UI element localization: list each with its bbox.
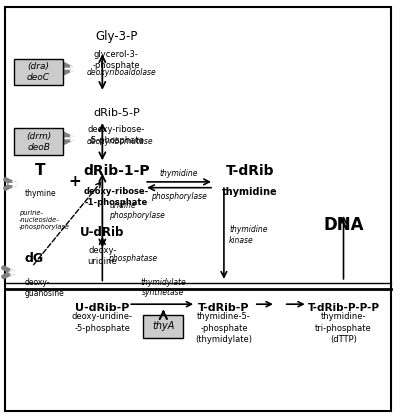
Text: T-dRib: T-dRib — [226, 164, 274, 178]
Text: T-dRib-P: T-dRib-P — [198, 303, 250, 313]
Text: purine-
-nucleoside-
-phosphorylase: purine- -nucleoside- -phosphorylase — [19, 210, 70, 230]
Text: deoxy-ribose-
-5-phosphate: deoxy-ribose- -5-phosphate — [88, 125, 145, 145]
Text: uridine
phosphorylase: uridine phosphorylase — [109, 201, 165, 220]
Text: T: T — [35, 163, 46, 178]
Text: deoxy-ribose-
-1-phosphate: deoxy-ribose- -1-phosphate — [84, 187, 149, 207]
Text: Gly-3-P: Gly-3-P — [95, 30, 138, 43]
Text: thymidine-
tri-phosphate
(dTTP): thymidine- tri-phosphate (dTTP) — [315, 312, 372, 344]
Text: DNA: DNA — [323, 215, 364, 234]
Text: U-dRib-P: U-dRib-P — [75, 303, 130, 313]
Text: dRib-5-P: dRib-5-P — [93, 108, 140, 118]
Text: thymidylate
synthetase: thymidylate synthetase — [140, 278, 186, 297]
Text: deoxy-uridine-
-5-phosphate: deoxy-uridine- -5-phosphate — [72, 312, 133, 332]
FancyBboxPatch shape — [14, 59, 64, 85]
Text: U-dRib: U-dRib — [80, 226, 124, 239]
Text: thymidine
kinase: thymidine kinase — [229, 225, 268, 245]
Text: thymine: thymine — [25, 189, 56, 198]
FancyBboxPatch shape — [14, 128, 64, 155]
Text: (dra)
deoC: (dra) deoC — [27, 62, 50, 82]
Text: phosphatase: phosphatase — [108, 254, 157, 263]
FancyBboxPatch shape — [143, 315, 183, 337]
Text: deoxyribomutase: deoxyribomutase — [86, 137, 153, 146]
Text: thymidine: thymidine — [222, 187, 278, 197]
Text: deoxy-
guanosine: deoxy- guanosine — [25, 278, 64, 298]
Text: dRib-1-P: dRib-1-P — [83, 164, 150, 178]
Text: dG: dG — [25, 252, 44, 265]
Text: deoxyriboaldolase: deoxyriboaldolase — [86, 67, 156, 77]
Text: +: + — [68, 174, 81, 189]
Text: (drm)
deoB: (drm) deoB — [26, 131, 51, 152]
Text: thymidine-5-
-phosphate
(thymidylate): thymidine-5- -phosphate (thymidylate) — [196, 312, 252, 344]
Text: T-dRib-P-P-P: T-dRib-P-P-P — [308, 303, 380, 313]
FancyBboxPatch shape — [5, 7, 391, 411]
Text: phosphorylase: phosphorylase — [151, 192, 207, 201]
Text: thyA: thyA — [152, 321, 174, 331]
Text: deoxy-
uridine: deoxy- uridine — [88, 246, 117, 266]
Text: thymidine: thymidine — [160, 169, 198, 178]
Text: glycerol-3-
-phosphate: glycerol-3- -phosphate — [92, 50, 140, 70]
